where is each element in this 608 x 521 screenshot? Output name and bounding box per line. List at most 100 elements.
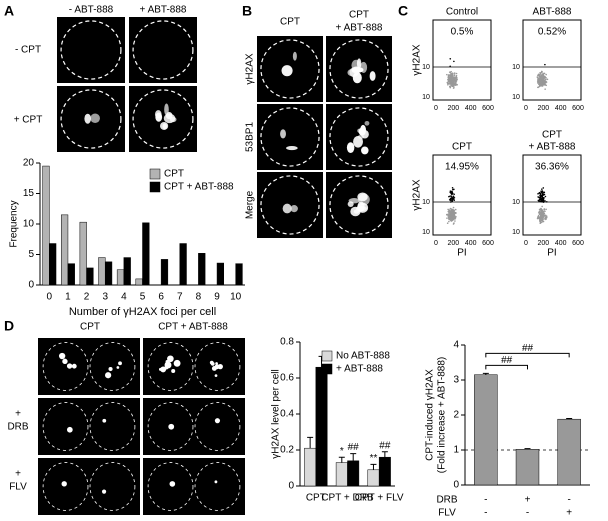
bar [335, 462, 348, 487]
annotation: * [340, 446, 344, 457]
flow-event [545, 73, 547, 76]
flow-event [543, 208, 546, 211]
annotation: ## [348, 442, 360, 453]
panel-label: A [4, 3, 14, 19]
treatment-mark: - [484, 508, 487, 519]
bar [216, 262, 225, 286]
x-tick-label: CPT + DRB [321, 493, 374, 504]
y-tick-label: 1 [453, 445, 459, 456]
flow-event [536, 76, 539, 78]
flow-event [455, 79, 457, 82]
flow-event [545, 218, 547, 220]
x-tick-label: 600 [572, 105, 584, 112]
flow-event [544, 75, 546, 78]
x-tick-label: 400 [465, 240, 477, 247]
flow-event [451, 73, 454, 76]
flow-event [452, 87, 455, 89]
x-tick-label: 400 [555, 105, 567, 112]
flow-event [453, 74, 456, 77]
focus [369, 71, 376, 81]
focus [353, 209, 360, 214]
bar [304, 447, 317, 487]
flow-event [455, 74, 458, 77]
row-label: γH2AX [245, 53, 256, 84]
x-tick-label: 600 [482, 240, 494, 247]
y-tick-label: 10 [422, 64, 430, 71]
y-tick-label: 2 [453, 410, 459, 421]
y-tick-label: 3 [453, 375, 459, 386]
flow-event [449, 216, 452, 219]
legend-swatch [149, 181, 161, 193]
flow-event [540, 191, 543, 193]
cell-outline [260, 175, 320, 235]
x-tick-label: 400 [555, 240, 567, 247]
x-tick-label: 1 [65, 292, 71, 303]
cell-outline [194, 402, 241, 451]
flow-event [452, 206, 455, 209]
cell-outline [260, 39, 320, 99]
micrograph [38, 458, 140, 515]
focus [164, 361, 172, 369]
flow-event [542, 82, 544, 85]
flow-event [451, 212, 454, 215]
x-tick-label: 8 [196, 292, 202, 303]
focus [214, 364, 220, 370]
annotation: ** [370, 453, 378, 464]
bar [60, 214, 69, 286]
flow-event [544, 63, 546, 66]
y-tick-label: 0 [453, 480, 459, 491]
flow-event [541, 217, 544, 219]
y-tick-label: 10 [512, 64, 520, 71]
flow-event [446, 81, 449, 84]
treatment-mark: - [567, 495, 570, 506]
focus [210, 362, 215, 366]
flow-event [541, 220, 544, 223]
flow-event [537, 217, 540, 219]
focus [154, 110, 162, 119]
gate-percent: 0.52% [538, 27, 566, 38]
micrograph [129, 17, 197, 83]
flow-event [545, 77, 547, 79]
cell-outline [329, 39, 389, 99]
bar [235, 263, 243, 286]
flow-event [539, 75, 542, 78]
bar [104, 261, 113, 286]
flow-event [447, 215, 449, 217]
cell-outline [42, 402, 89, 451]
y-tick-label: 0.8 [280, 337, 294, 348]
focus [169, 481, 176, 487]
error-bar [370, 463, 377, 470]
legend-swatch [149, 168, 161, 180]
cell-outline [147, 402, 194, 451]
flow-event [449, 86, 452, 89]
y-tick-label: 15 [23, 188, 35, 199]
flow-event [453, 193, 455, 196]
flow-event [453, 214, 456, 217]
y-tick-label: 0.6 [280, 373, 294, 384]
flow-event [538, 73, 541, 76]
focus [214, 418, 221, 424]
y-tick-label: 4 [453, 340, 459, 351]
flow-event [544, 88, 546, 90]
y-tick-label: 10 [422, 94, 430, 101]
focus [286, 145, 298, 151]
flow-event [453, 76, 455, 79]
row-label: + [15, 409, 21, 420]
x-tick-label: 200 [447, 240, 459, 247]
flow-event [538, 199, 540, 202]
flow-event [539, 218, 542, 221]
x-tick-label: 200 [537, 240, 549, 247]
flow-event [545, 81, 548, 83]
legend-swatch [321, 363, 333, 375]
cell-outline [329, 107, 389, 167]
bar [116, 269, 125, 286]
flow-event [539, 84, 541, 87]
x-tick-label: 0 [434, 240, 438, 247]
flow-event [449, 195, 451, 197]
flow-event [453, 199, 456, 202]
row-label: Merge [245, 190, 256, 219]
flow-event [446, 217, 448, 219]
flow-event [451, 82, 454, 84]
flow-event [456, 78, 458, 81]
